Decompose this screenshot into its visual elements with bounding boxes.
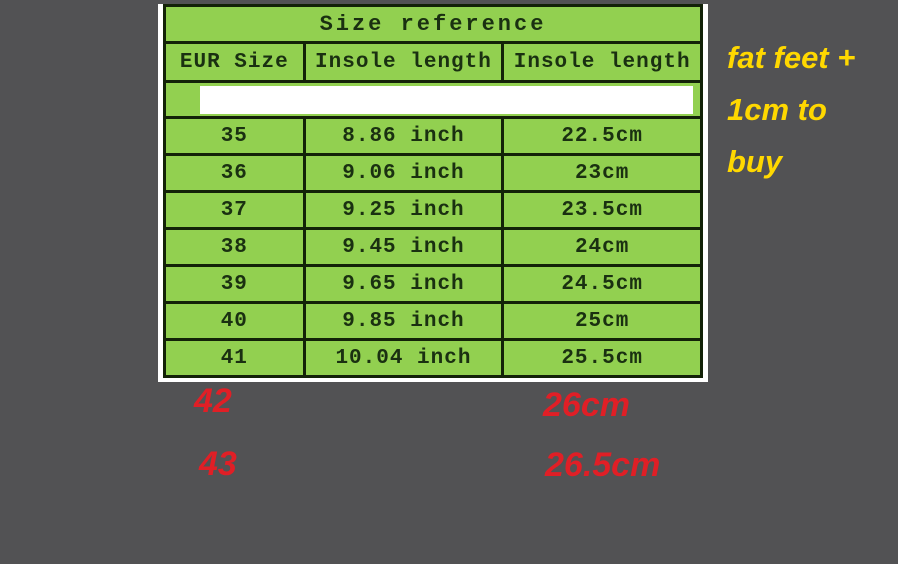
table-row: 37 9.25 inch 23.5cm <box>163 190 703 230</box>
table-cell: 9.85 inch <box>302 301 505 341</box>
fat-feet-note: fat feet + 1cm to buy <box>727 32 855 188</box>
table-cell: 38 <box>163 227 306 267</box>
table-cell: 9.25 inch <box>302 190 505 230</box>
extra-size-42-cm: 26cm <box>543 386 630 424</box>
extra-size-43-cm: 26.5cm <box>545 446 661 484</box>
column-header-insole-length-cm: Insole length <box>501 41 703 83</box>
redaction-bar <box>200 86 693 114</box>
table-row: 41 10.04 inch 25.5cm <box>163 338 703 378</box>
table-row: 40 9.85 inch 25cm <box>163 301 703 341</box>
table-cell: 41 <box>163 338 306 378</box>
extra-size-43-label: 43 <box>199 445 237 483</box>
table-title: Size reference <box>163 4 703 44</box>
table-cell: 40 <box>163 301 306 341</box>
table-cell: 35 <box>163 116 306 156</box>
table-cell: 8.86 inch <box>302 116 505 156</box>
column-header-eur-size: EUR Size <box>163 41 306 83</box>
table-cell: 24cm <box>501 227 703 267</box>
size-table: Size reference EUR Size Insole length In… <box>163 4 703 378</box>
table-row: 35 8.86 inch 22.5cm <box>163 116 703 156</box>
table-cell: 9.06 inch <box>302 153 505 193</box>
size-reference-table: Size reference EUR Size Insole length In… <box>158 4 708 382</box>
table-row: 38 9.45 inch 24cm <box>163 227 703 267</box>
table-title-row: Size reference <box>163 4 703 44</box>
table-cell: 23cm <box>501 153 703 193</box>
table-cell: 25cm <box>501 301 703 341</box>
column-header-insole-length-inch: Insole length <box>302 41 505 83</box>
table-cell: 22.5cm <box>501 116 703 156</box>
table-cell: 9.45 inch <box>302 227 505 267</box>
fat-feet-note-line-2: 1cm to <box>727 92 827 127</box>
table-cell: 39 <box>163 264 306 304</box>
extra-size-42-label: 42 <box>194 382 232 420</box>
fat-feet-note-line-3: buy <box>727 144 783 179</box>
table-cell: 25.5cm <box>501 338 703 378</box>
table-cell: 37 <box>163 190 306 230</box>
table-cell: 24.5cm <box>501 264 703 304</box>
table-cell: 9.65 inch <box>302 264 505 304</box>
table-header-row: EUR Size Insole length Insole length <box>163 41 703 83</box>
table-row: 36 9.06 inch 23cm <box>163 153 703 193</box>
table-row: 39 9.65 inch 24.5cm <box>163 264 703 304</box>
fat-feet-note-line-1: fat feet + <box>727 40 856 75</box>
table-cell: 10.04 inch <box>302 338 505 378</box>
table-cell: 23.5cm <box>501 190 703 230</box>
table-cell: 36 <box>163 153 306 193</box>
